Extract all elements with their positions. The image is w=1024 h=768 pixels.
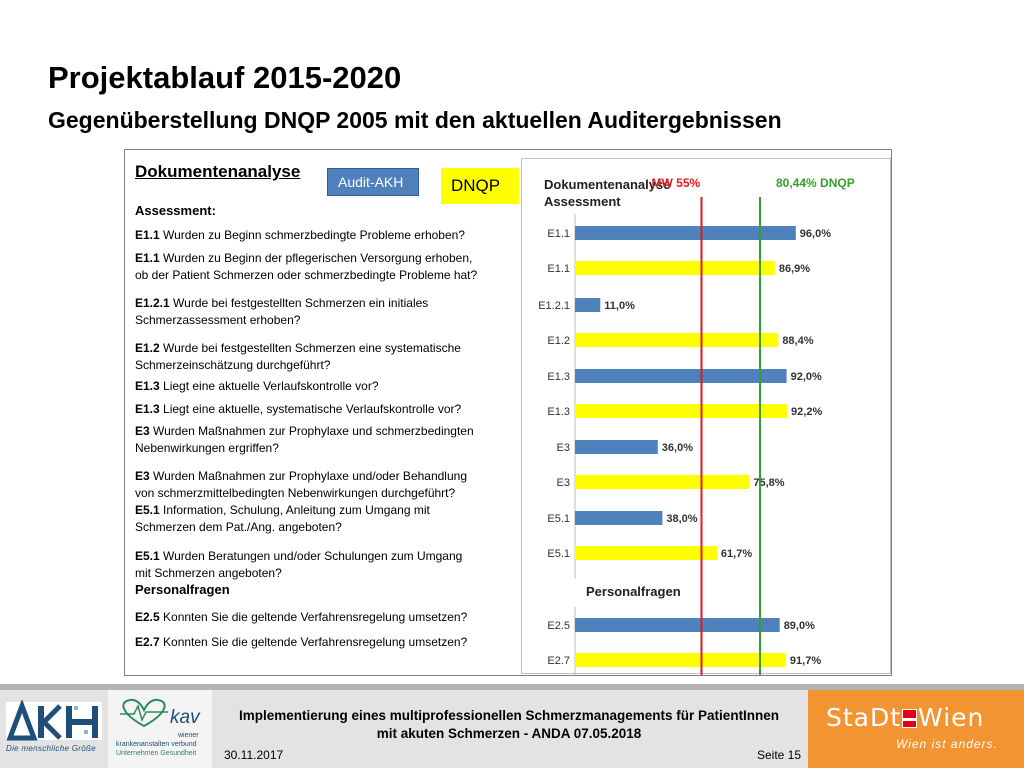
bar	[575, 404, 788, 418]
question-code: E2.5	[135, 610, 160, 624]
kav-logo-text: kav	[170, 707, 200, 728]
bar	[575, 475, 750, 489]
category-label: E1.3	[547, 406, 570, 418]
akh-logo-icon	[6, 700, 102, 741]
data-label: 86,9%	[779, 263, 810, 275]
footer-page-number: Seite 15	[757, 748, 802, 762]
bar	[575, 298, 601, 312]
category-label: E5.1	[547, 548, 570, 560]
question-item: E1.3 Liegt eine aktuelle, systematische …	[135, 402, 462, 416]
footer-separator	[0, 684, 1024, 690]
category-label: E3	[557, 477, 570, 489]
reference-line-label: 80,44% DNQP	[776, 176, 855, 190]
slide-subtitle: Gegenüberstellung DNQP 2005 mit den aktu…	[48, 107, 782, 133]
question-item: E1.2 Wurde bei festgestellten Schmerzen …	[135, 341, 461, 372]
bar	[575, 546, 717, 560]
stadt-wien-logo-right: Wien	[918, 703, 985, 732]
question-item: E2.7 Konnten Sie die geltende Verfahrens…	[135, 635, 468, 649]
kav-line-1: wiener	[178, 732, 199, 739]
bar	[575, 369, 787, 383]
chart-title: Dokumentenanalyse	[544, 177, 670, 192]
document-analysis-heading: Dokumentenanalyse	[135, 162, 301, 181]
comparison-panel: Dokumentenanalyse Audit-AKH DNQP Assessm…	[124, 149, 892, 676]
kav-heart-icon	[120, 698, 168, 728]
data-label: 92,0%	[791, 371, 822, 383]
question-code: E1.2.1	[135, 296, 170, 310]
question-code: E1.3	[135, 402, 160, 416]
category-label: E2.5	[547, 620, 570, 632]
question-code: E3	[135, 424, 150, 438]
legend-audit-akh: Audit-AKH	[327, 168, 419, 196]
category-label: E1.2.1	[538, 300, 570, 312]
question-code: E1.2	[135, 341, 160, 355]
bar	[575, 618, 780, 632]
personal-questions-label: Personalfragen	[135, 582, 230, 597]
footer-title: Implementierung eines multiprofessionell…	[214, 707, 804, 743]
question-code: E1.3	[135, 379, 160, 393]
category-label: E5.1	[547, 513, 570, 525]
question-item: E1.1 Wurden zu Beginn schmerzbedingte Pr…	[135, 228, 465, 242]
category-label: E3	[557, 442, 570, 454]
question-code: E5.1	[135, 503, 160, 517]
category-label: E2.7	[547, 655, 570, 667]
slide-title: Projektablauf 2015-2020	[48, 60, 402, 95]
bar	[575, 653, 786, 667]
question-code: E5.1	[135, 549, 160, 563]
question-code: E1.1	[135, 228, 160, 242]
bar	[575, 440, 658, 454]
question-item: E5.1 Wurden Beratungen und/oder Schulung…	[135, 549, 463, 580]
category-label: E1.1	[547, 263, 570, 275]
footer-title-line-1: Implementierung eines multiprofessionell…	[238, 708, 780, 723]
data-label: 92,2%	[791, 406, 822, 418]
category-label: E1.1	[547, 228, 570, 240]
akh-tagline: Die menschliche Größe	[6, 744, 96, 753]
data-label: 61,7%	[721, 548, 752, 560]
bar-chart-svg: Dokumentenanalyse Assessment Personalfrage…	[538, 176, 855, 675]
question-code: E3	[135, 469, 150, 483]
data-label: 89,0%	[784, 620, 815, 632]
category-label: E1.2	[547, 335, 570, 347]
question-item: E5.1 Information, Schulung, Anleitung zu…	[135, 503, 430, 534]
bar	[575, 226, 796, 240]
data-label: 38,0%	[666, 513, 697, 525]
question-item: E2.5 Konnten Sie die geltende Verfahrens…	[135, 610, 468, 624]
stadt-wien-logo-left: StaDt	[826, 703, 902, 732]
reference-line-label: MW 55%	[652, 176, 701, 190]
question-item: E1.2.1 Wurde bei festgestellten Schmerze…	[135, 296, 429, 327]
data-label: 11,0%	[604, 300, 635, 312]
question-item: E3 Wurden Maßnahmen zur Prophylaxe und s…	[135, 424, 474, 455]
question-item: E3 Wurden Maßnahmen zur Prophylaxe und/o…	[135, 469, 467, 500]
bar	[575, 511, 663, 525]
category-label: E1.3	[547, 371, 570, 383]
question-code: E2.7	[135, 635, 160, 649]
assessment-label: Assessment:	[135, 203, 216, 218]
data-label: 75,8%	[753, 477, 784, 489]
stadt-wien-logo: StaDt Wien	[826, 703, 984, 732]
data-label: 36,0%	[662, 442, 693, 454]
question-item: E1.1 Wurden zu Beginn der pflegerischen …	[135, 251, 478, 282]
question-code: E1.1	[135, 251, 160, 265]
chart-subtitle: Assessment	[544, 194, 621, 209]
stadt-wien-logo-area	[808, 690, 1024, 768]
kav-line-2: krankenanstalten verbund	[116, 741, 197, 748]
bar	[575, 261, 775, 275]
bar	[575, 333, 779, 347]
data-label: 96,0%	[800, 228, 831, 240]
data-label: 91,7%	[790, 655, 821, 667]
vienna-flag-icon	[902, 709, 918, 728]
footer-date: 30.11.2017	[224, 748, 284, 762]
question-item: E1.3 Liegt eine aktuelle Verlaufskontrol…	[135, 379, 379, 393]
kav-line-3: Unternehmen Gesundheit	[116, 750, 197, 757]
chart-section-title: Personalfragen	[586, 584, 681, 599]
legend-dnqp: DNQP	[441, 168, 519, 204]
bar-chart: Dokumentenanalyse Assessment Personalfrage…	[521, 158, 891, 675]
data-label: 88,4%	[782, 335, 813, 347]
footer-title-line-2: mit akuten Schmerzen - ANDA 07.05.2018	[376, 726, 642, 741]
wien-tagline: Wien ist anders.	[896, 737, 998, 751]
